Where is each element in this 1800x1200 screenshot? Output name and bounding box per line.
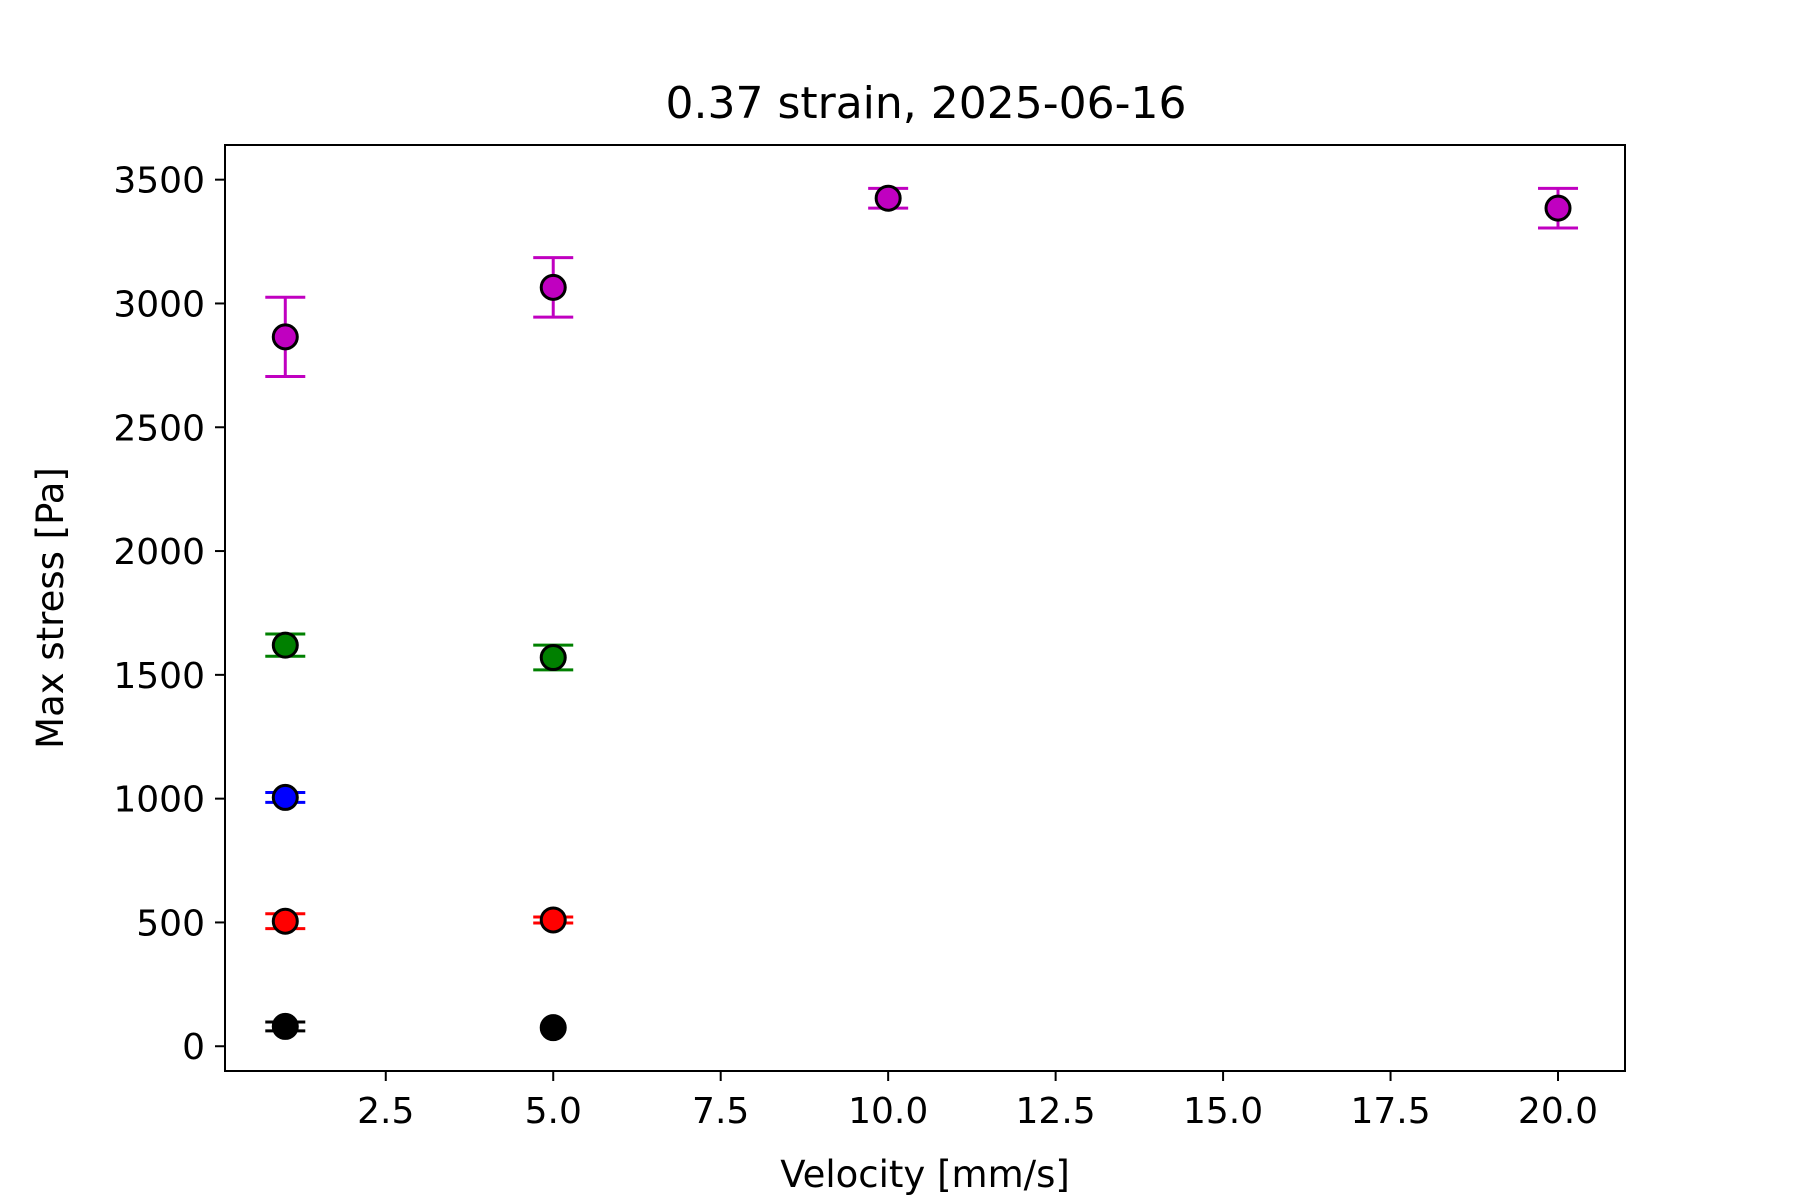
data-point (539, 644, 567, 672)
x-tick-label: 10.0 (848, 1091, 928, 1132)
plot-area (224, 144, 1626, 1072)
series-3 (265, 783, 306, 811)
data-point (874, 184, 902, 212)
series-4 (265, 631, 574, 672)
x-tick-label: 15.0 (1183, 1091, 1263, 1132)
data-point (271, 1012, 299, 1040)
chart-title: 0.37 strain, 2025-06-16 (666, 78, 1187, 129)
series-2 (265, 906, 574, 935)
data-point (271, 907, 299, 935)
y-tick-label: 2500 (113, 408, 205, 449)
y-tick-label: 2000 (113, 532, 205, 573)
data-point (271, 631, 299, 659)
y-axis-label: Max stress [Pa] (29, 467, 72, 749)
x-tick-label: 20.0 (1518, 1091, 1598, 1132)
x-tick-label: 7.5 (692, 1091, 749, 1132)
x-axis-label: Velocity [mm/s] (780, 1153, 1070, 1196)
y-tick-label: 500 (136, 903, 205, 944)
data-point (271, 783, 299, 811)
data-point (539, 906, 567, 934)
x-tick-label: 12.5 (1016, 1091, 1096, 1132)
x-tick-label: 2.5 (357, 1091, 414, 1132)
x-axis: 2.5 5.0 7.5 10.0 12.5 15.0 17.5 20.0 (357, 1071, 1598, 1132)
data-point (539, 273, 567, 301)
series-5 (265, 184, 1579, 378)
data-point (271, 323, 299, 351)
data-points (265, 184, 1579, 1042)
y-tick-label: 1000 (113, 780, 205, 821)
data-point (539, 1014, 567, 1042)
y-axis: 0 500 1000 1500 2000 2500 3000 3500 (113, 161, 225, 1068)
x-tick-label: 17.5 (1350, 1091, 1430, 1132)
x-tick-label: 5.0 (525, 1091, 582, 1132)
data-point (1544, 194, 1572, 222)
y-tick-label: 3500 (113, 161, 205, 202)
y-tick-label: 1500 (113, 656, 205, 697)
y-tick-label: 0 (182, 1027, 205, 1068)
y-tick-label: 3000 (113, 284, 205, 325)
series-1 (265, 1012, 567, 1042)
